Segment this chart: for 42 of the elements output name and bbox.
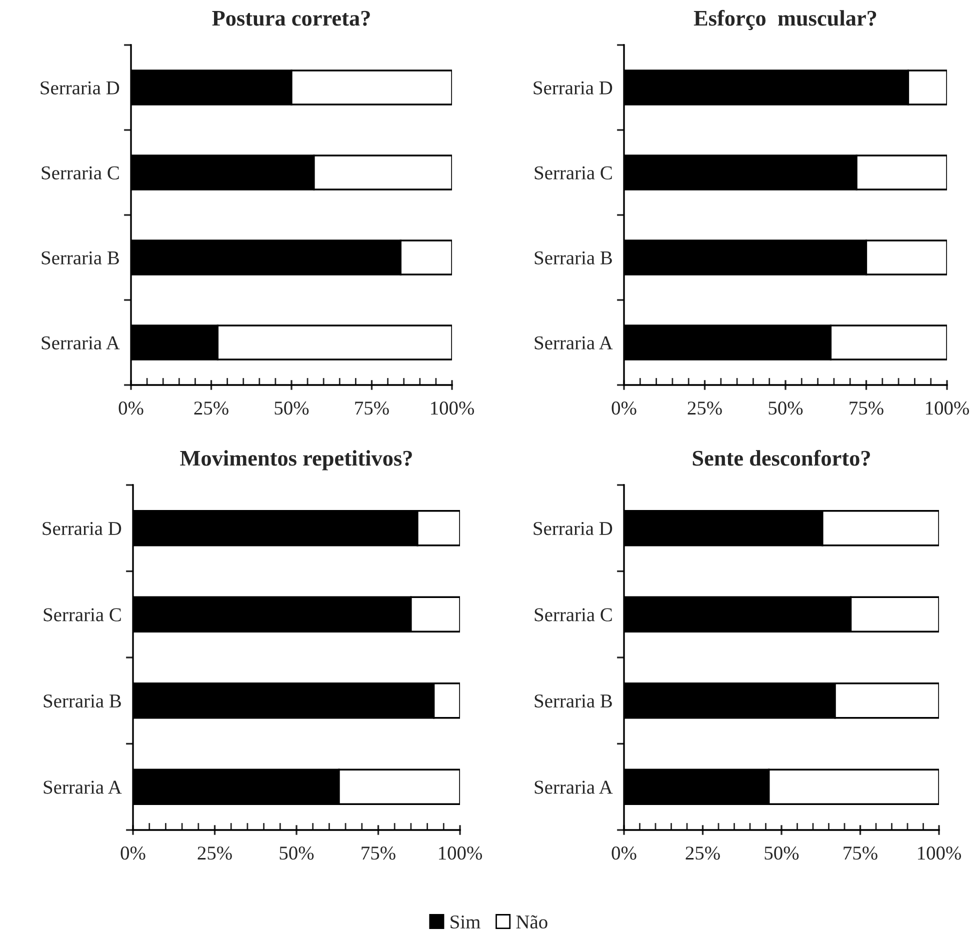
x-tick-label: 25% [686,846,720,860]
y-tick-label: Serraria D [42,522,122,536]
y-tick-label: Serraria B [42,251,119,264]
x-tick-label: 25% [198,846,232,860]
x-tick-label: 0% [612,846,636,860]
x-tick-label: 25% [688,402,722,415]
chart-title: Sente desconforto? [692,450,870,466]
chart-title: Esforço muscular? [694,10,876,30]
x-tick-label: 100% [926,402,970,415]
x-tick-label: 50% [764,846,799,860]
x-tick-label: 50% [768,402,803,415]
y-tick-label: Serraria C [534,608,612,622]
legend-label: Não [516,915,548,929]
x-tick-label: 50% [280,846,314,860]
x-tick-label: 100% [918,846,962,860]
y-tick-label: Serraria A [44,780,122,794]
y-tick-label: Serraria A [534,336,613,350]
x-tick-label: 75% [355,402,389,415]
chart-title: Movimentos repetitivos? [180,450,412,470]
x-tick-label: 25% [194,402,228,415]
legend-label: Sim [450,915,480,929]
x-tick-label: 100% [431,402,474,415]
x-tick-label: 75% [850,402,884,415]
x-tick-label: 75% [362,846,396,860]
y-tick-label: Serraria D [40,81,120,94]
y-tick-label: Serraria D [534,81,612,94]
y-tick-label: Serraria B [534,251,612,264]
y-tick-label: Serraria C [42,166,119,180]
x-tick-label: 0% [612,402,636,415]
y-tick-label: Serraria D [534,522,612,536]
x-tick-label: 100% [439,846,482,860]
x-tick-label: 50% [274,402,309,415]
x-tick-label: 75% [844,846,878,860]
x-tick-label: 0% [120,846,146,860]
y-tick-label: Serraria C [534,166,612,180]
y-tick-label: Serraria C [44,608,121,622]
y-tick-label: Serraria A [534,780,613,794]
y-tick-label: Serraria B [44,694,121,708]
y-tick-label: Serraria B [534,694,612,708]
y-tick-label: Serraria A [42,336,120,350]
chart-title: Postura correta? [212,10,370,26]
x-tick-label: 0% [118,402,144,415]
